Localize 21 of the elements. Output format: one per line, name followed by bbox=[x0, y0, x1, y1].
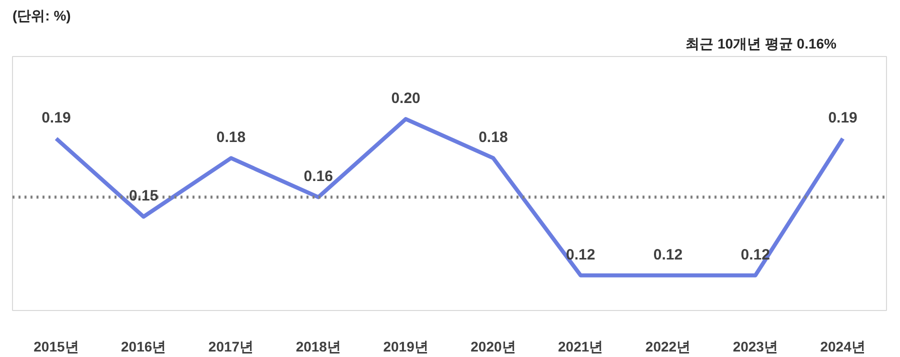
x-tick-label: 2019년 bbox=[383, 338, 428, 354]
data-label: 0.12 bbox=[653, 246, 683, 264]
data-label: 0.19 bbox=[42, 110, 71, 127]
x-tick-label: 2023년 bbox=[732, 338, 778, 354]
x-tick-label: 2015년 bbox=[34, 338, 79, 354]
x-tick-label: 2018년 bbox=[296, 338, 341, 354]
data-label: 0.20 bbox=[391, 90, 420, 108]
data-label: 0.12 bbox=[566, 246, 596, 264]
data-label: 0.15 bbox=[129, 188, 158, 205]
x-tick-label: 2021년 bbox=[558, 338, 604, 354]
x-tick-label: 2017년 bbox=[208, 338, 254, 354]
data-label: 0.19 bbox=[828, 110, 858, 127]
data-label: 0.18 bbox=[216, 129, 246, 146]
data-label: 0.18 bbox=[478, 129, 508, 146]
text: 최근 10개년 평균 0.16% bbox=[686, 36, 838, 52]
data-label: 0.16 bbox=[304, 168, 334, 186]
x-tick-label: 2016년 bbox=[121, 338, 166, 354]
y-axis-title: (단위: %) bbox=[12, 8, 71, 24]
x-tick-label: 2024년 bbox=[820, 338, 866, 354]
x-tick-label: 2020년 bbox=[470, 338, 516, 354]
x-tick-label: 2022년 bbox=[645, 338, 691, 354]
